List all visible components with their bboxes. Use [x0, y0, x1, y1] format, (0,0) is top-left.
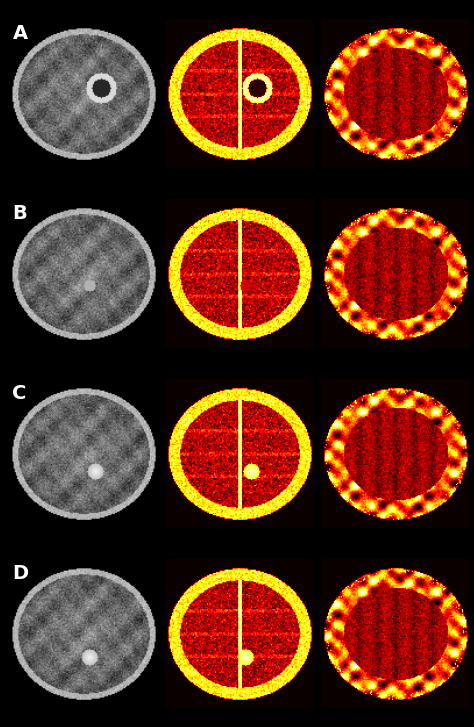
Text: D: D	[12, 563, 28, 582]
Text: A: A	[12, 24, 27, 43]
Text: C: C	[12, 384, 27, 403]
Text: B: B	[12, 204, 27, 222]
